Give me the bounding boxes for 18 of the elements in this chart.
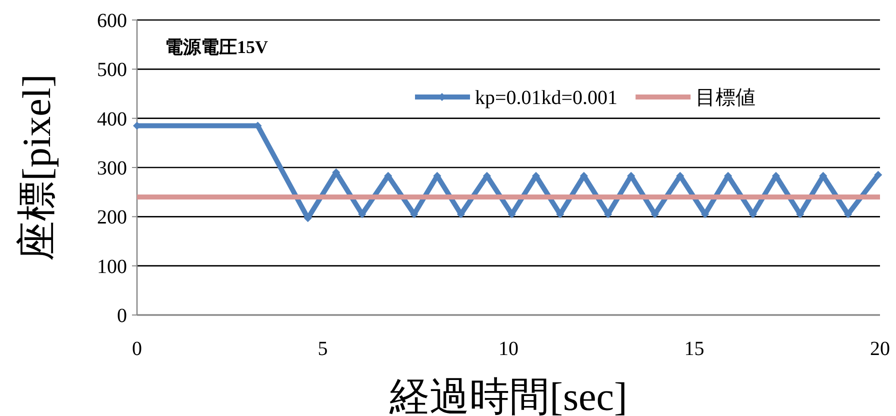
y-tick-label: 200 <box>97 206 127 229</box>
y-tick-label: 100 <box>97 256 127 278</box>
x-tick-label: 15 <box>684 338 704 360</box>
y-tick-label: 600 <box>97 10 127 32</box>
y-axis-title: 座標[pixel] <box>14 74 59 261</box>
y-tick-label: 500 <box>97 59 127 82</box>
text: 電源電圧15V <box>165 37 268 57</box>
y-tick-label: 300 <box>97 158 127 180</box>
legend-label: kp=0.01kd=0.001 <box>475 87 618 109</box>
x-tick-label: 20 <box>870 338 890 360</box>
point <box>874 170 882 179</box>
x-axis-title: 経過時間[sec] <box>388 374 628 416</box>
y-tick-label: 400 <box>97 108 127 130</box>
y-tick-label: 0 <box>117 305 127 327</box>
legend-label: 目標値 <box>696 87 756 109</box>
x-tick-label: 0 <box>132 338 142 360</box>
x-tick-label: 5 <box>318 338 328 360</box>
x-tick-label: 10 <box>498 338 518 360</box>
